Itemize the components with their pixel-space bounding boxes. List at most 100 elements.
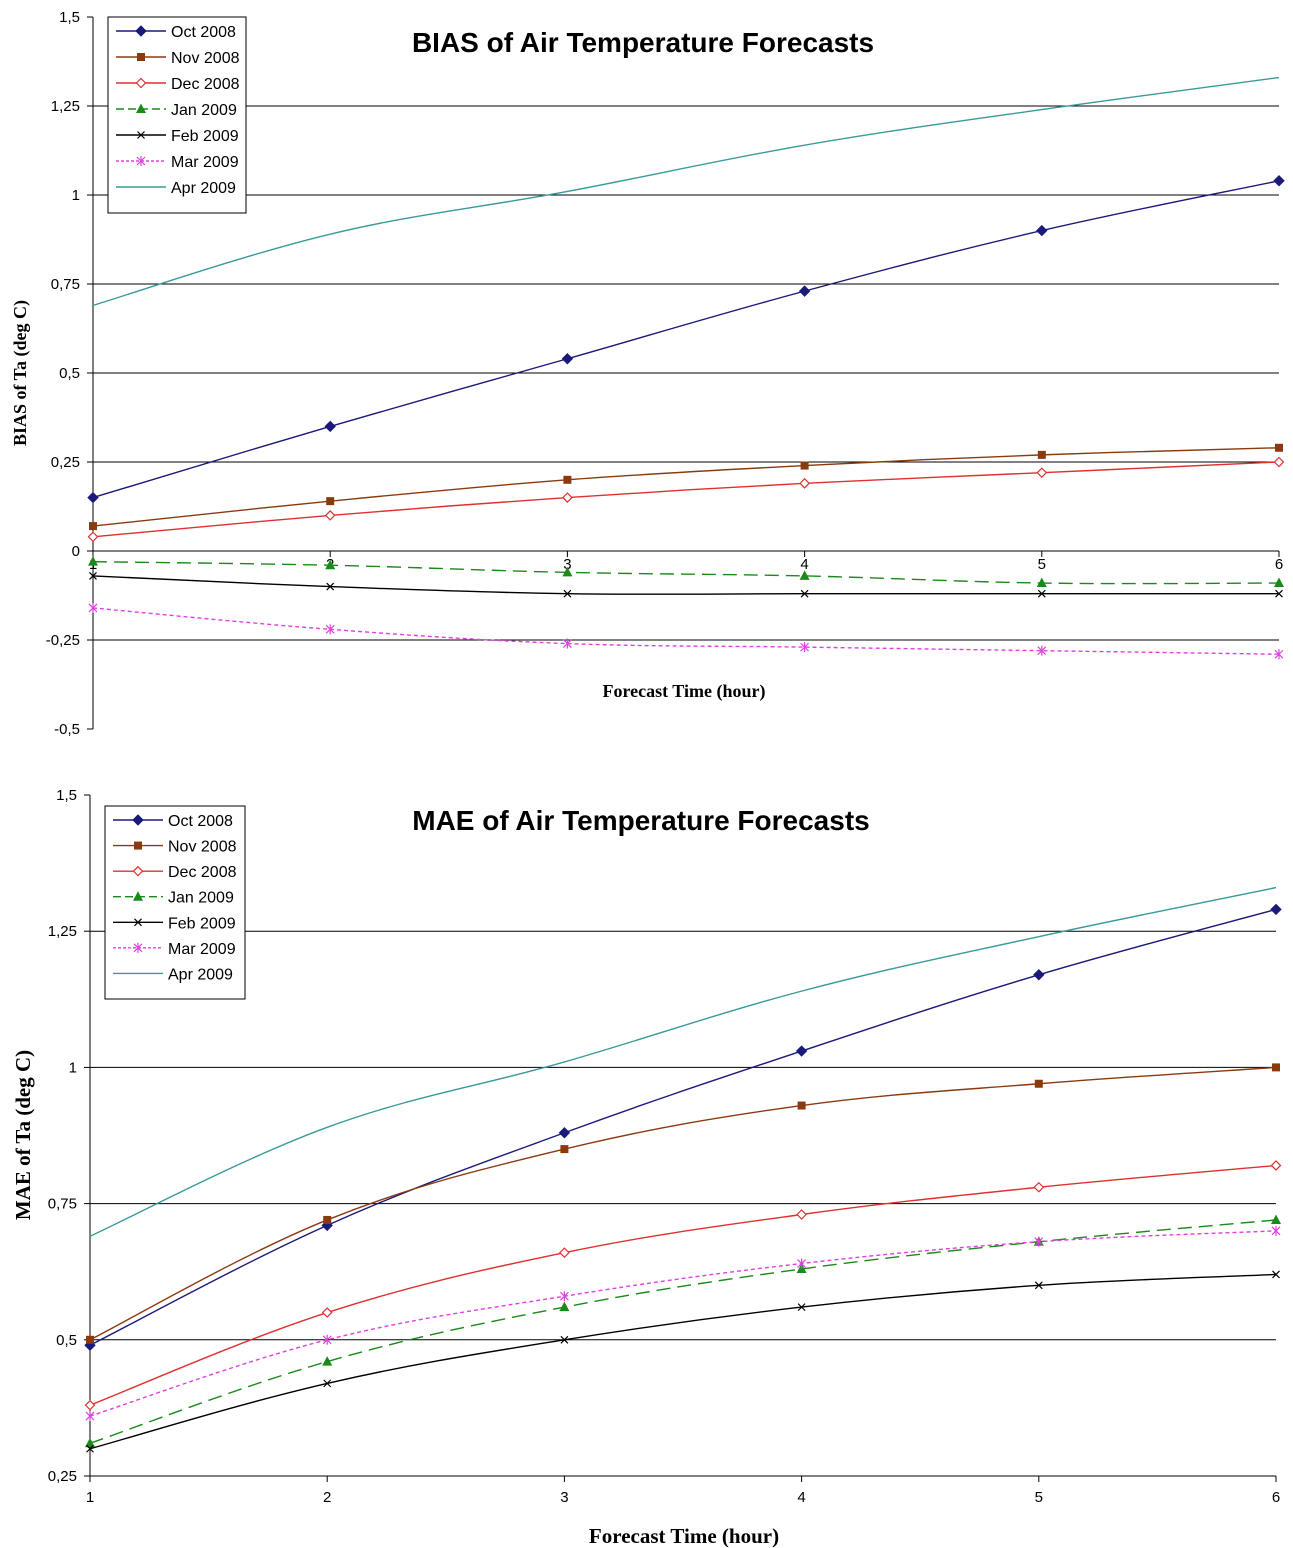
legend-item-nov-2008: Nov 2008: [113, 839, 237, 856]
x-tick-label: 2: [323, 1489, 331, 1506]
series-line-dec-2008: [89, 1164, 1277, 1406]
series-line-nov-2008: [89, 1066, 1277, 1341]
y-tick-label: 1: [72, 187, 80, 204]
legend-label: Jan 2009: [168, 890, 234, 907]
legend-item-feb-2009: Feb 2009: [113, 915, 236, 932]
x-tick-label: 4: [800, 556, 808, 573]
data-point: [85, 1411, 95, 1422]
data-point: [1270, 1160, 1282, 1171]
x-tick-label: 6: [1272, 1489, 1280, 1506]
data-point: [88, 602, 98, 613]
data-point: [324, 420, 336, 433]
legend-label: Nov 2008: [171, 50, 240, 67]
legend-box: [104, 805, 246, 1000]
data-point: [87, 491, 99, 504]
data-point: [1036, 577, 1047, 588]
data-point: [322, 1334, 332, 1345]
data-point: [797, 1303, 806, 1312]
x-tick-label: 4: [797, 1489, 805, 1506]
data-point: [88, 556, 98, 566]
y-tick-label: 0,5: [56, 1332, 77, 1349]
x-tick-label: 3: [560, 1489, 568, 1506]
series-line-oct-2008: [89, 908, 1277, 1346]
data-point: [1272, 1063, 1280, 1072]
legend-item-mar-2009: Mar 2009: [116, 154, 239, 171]
x-tick-label: 5: [1038, 556, 1046, 573]
legend-item-nov-2008: Nov 2008: [116, 50, 240, 67]
data-point: [323, 1215, 332, 1224]
data-point: [559, 1247, 570, 1258]
data-point: [797, 1101, 806, 1110]
data-point: [1034, 1079, 1043, 1088]
data-point: [1271, 1214, 1281, 1224]
legend-label: Mar 2009: [168, 941, 236, 958]
legend-marker: [134, 841, 142, 850]
data-point: [1034, 1281, 1043, 1290]
data-point: [563, 589, 572, 598]
data-point: [560, 1335, 569, 1344]
series-group: [87, 76, 1285, 660]
data-point: [800, 589, 809, 598]
legend-marker: [136, 156, 146, 166]
data-point: [1274, 649, 1284, 660]
data-point: [1036, 467, 1048, 479]
series-jan-2009: [85, 1214, 1281, 1448]
data-point: [322, 1356, 333, 1366]
series-nov-2008: [89, 443, 1283, 531]
data-point: [558, 1127, 571, 1139]
series-line-mar-2009: [92, 607, 1280, 655]
data-point: [325, 624, 335, 635]
series-line-feb-2009: [89, 1273, 1277, 1450]
legend-label: Nov 2008: [168, 839, 237, 856]
x-tick-label: 5: [1035, 1489, 1043, 1506]
series-oct-2008: [87, 175, 1285, 504]
data-point: [324, 510, 336, 521]
legend-label: Feb 2009: [168, 915, 236, 932]
y-tick-label: 1,5: [56, 787, 77, 804]
y-axis-title: BIAS of Ta (deg C): [10, 300, 31, 446]
data-point: [326, 497, 335, 506]
series-line-jan-2009: [92, 560, 1280, 585]
series-line-mar-2009: [89, 1230, 1277, 1417]
data-point: [796, 1209, 807, 1220]
series-dec-2008: [84, 1160, 1282, 1411]
y-tick-label: 0,25: [51, 454, 80, 471]
data-point: [1271, 1225, 1281, 1236]
legend-item-dec-2008: Dec 2008: [116, 76, 240, 93]
data-point: [1275, 589, 1283, 598]
x-axis-title: Forecast Time (hour): [589, 1524, 779, 1548]
data-point: [89, 571, 97, 580]
data-point: [89, 522, 97, 531]
series-jan-2009: [88, 556, 1284, 588]
legend-marker: [133, 891, 143, 901]
chart-title: BIAS of Air Temperature Forecasts: [412, 27, 874, 58]
series-group: [84, 886, 1282, 1453]
y-tick-label: 1: [69, 1059, 77, 1076]
legend-item-jan-2009: Jan 2009: [113, 890, 234, 907]
data-point: [798, 285, 811, 297]
series-mar-2009: [88, 602, 1284, 660]
series-mar-2009: [85, 1225, 1281, 1422]
y-tick-labels: -0,5 -0,25 0 0,25 0,5 0,75 1 1,25 1,5: [46, 9, 80, 738]
axes: [89, 795, 1277, 1482]
legend-item-feb-2009: Feb 2009: [116, 128, 239, 145]
data-point: [1273, 456, 1285, 468]
data-point: [563, 475, 572, 484]
legend-marker: [135, 77, 147, 89]
legend-marker: [132, 814, 144, 826]
legend-marker: [132, 865, 144, 877]
y-tick-label: 1,25: [51, 98, 80, 115]
data-point: [561, 353, 574, 365]
data-point: [795, 1045, 808, 1057]
data-point: [1037, 450, 1046, 459]
legend-marker: [135, 25, 147, 37]
series-oct-2008: [84, 903, 1282, 1351]
series-feb-2009: [89, 571, 1283, 598]
gridlines: [84, 794, 1276, 1477]
series-nov-2008: [86, 1063, 1280, 1344]
legend-label: Apr 2009: [168, 966, 233, 983]
series-line-apr-2009: [92, 76, 1280, 307]
series-apr-2009: [92, 76, 1280, 307]
data-point: [326, 582, 335, 591]
legend-label: Oct 2008: [171, 24, 236, 41]
